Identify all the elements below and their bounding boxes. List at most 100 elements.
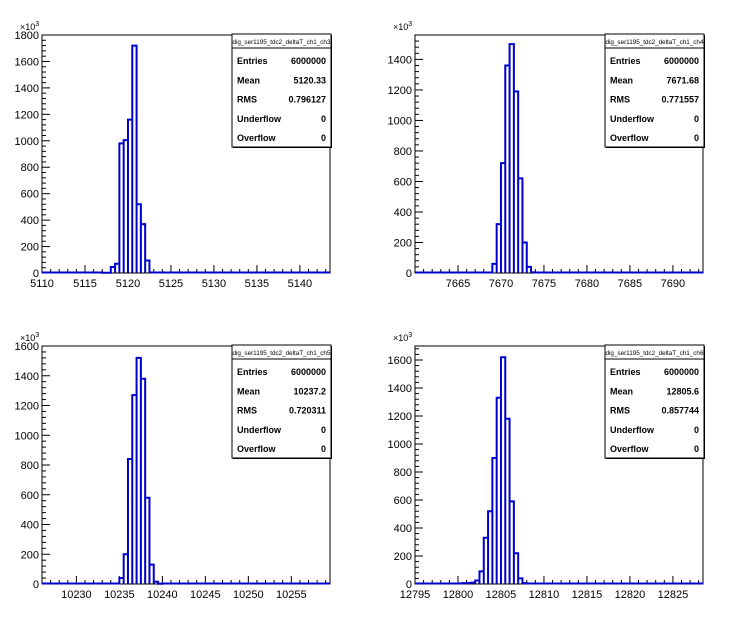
stats-value: 0 xyxy=(694,114,699,124)
stats-value: 0 xyxy=(694,425,699,435)
histogram-line xyxy=(415,356,703,585)
y-tick-label: 400 xyxy=(394,523,412,535)
stats-label: Mean xyxy=(237,386,260,396)
y-tick-label: 1600 xyxy=(388,355,412,367)
y-tick-label: 800 xyxy=(394,146,412,158)
x-tick-label: 7675 xyxy=(532,278,556,290)
y-tick-label: 1600 xyxy=(15,341,39,353)
x-tick-label: 12825 xyxy=(658,589,689,601)
x-tick-label: 7680 xyxy=(575,278,599,290)
histogram-line xyxy=(42,44,330,274)
stats-label: Underflow xyxy=(237,114,282,124)
stats-label: RMS xyxy=(610,406,630,416)
stats-label: Mean xyxy=(610,75,633,85)
y-tick-label: 600 xyxy=(21,490,39,502)
histogram-panel-1: 0 200 400 600 800 1000 1200 1400 1600 1800×103 511… xyxy=(15,21,332,290)
y-tick-label: 1400 xyxy=(388,383,412,395)
histogram-panel-4: 0 200 400 600 800 1000 1200 1400 1600 ×103 12795 12… xyxy=(388,332,705,601)
y-tick-label: 0 xyxy=(406,579,412,591)
x-tick-label: 12805 xyxy=(486,589,517,601)
stats-value: 0.796127 xyxy=(288,95,326,105)
stats-label: Mean xyxy=(237,75,260,85)
y-exponent-label: ×103 xyxy=(20,332,39,343)
x-tick-label: 5115 xyxy=(73,278,97,290)
stats-label: Entries xyxy=(237,56,268,66)
y-tick-label: 800 xyxy=(21,162,39,174)
stats-label: Mean xyxy=(610,386,633,396)
stats-value: 0 xyxy=(694,444,699,454)
histogram-panel-2: 0 200 400 600 800 1000 1200 1400 ×103 7665 7670 767… xyxy=(388,21,705,290)
stats-label: Entries xyxy=(610,56,641,66)
y-tick-label: 1400 xyxy=(388,54,412,66)
x-tick-label: 10235 xyxy=(104,589,135,601)
stats-title: dig_ser1195_tdc2_deltaT_ch1_ch6 xyxy=(606,350,704,357)
stats-value: 6000000 xyxy=(664,56,699,66)
stats-value: 6000000 xyxy=(664,367,699,377)
stats-label: RMS xyxy=(610,95,630,105)
y-tick-label: 1400 xyxy=(15,371,39,383)
stats-value: 0.720311 xyxy=(289,406,326,416)
stats-value: 0 xyxy=(321,133,326,143)
x-tick-label: 5130 xyxy=(202,278,226,290)
x-tick-label: 12800 xyxy=(443,589,474,601)
stats-value: 10237.2 xyxy=(293,386,326,396)
stats-label: Overflow xyxy=(610,444,650,454)
y-tick-label: 1200 xyxy=(388,85,412,97)
y-exponent-power: 3 xyxy=(35,21,39,28)
x-tick-label: 10240 xyxy=(147,589,178,601)
y-tick-label: 800 xyxy=(21,460,39,472)
y-exponent-power: 3 xyxy=(35,332,39,339)
y-tick-label: 400 xyxy=(21,215,39,227)
stats-value: 0 xyxy=(321,114,326,124)
histogram-line xyxy=(42,356,330,585)
y-tick-label: 1600 xyxy=(15,56,39,68)
x-tick-label: 10250 xyxy=(233,589,264,601)
x-tick-label: 12820 xyxy=(615,589,646,601)
stats-label: RMS xyxy=(237,406,257,416)
x-tick-label: 7665 xyxy=(446,278,470,290)
x-tick-label: 5125 xyxy=(159,278,183,290)
stats-value: 6000000 xyxy=(291,56,326,66)
y-tick-label: 1200 xyxy=(15,401,39,413)
x-tick-label: 12815 xyxy=(572,589,603,601)
x-tick-label: 12795 xyxy=(400,589,431,601)
y-exponent-power: 3 xyxy=(408,21,412,28)
stats-box-frame xyxy=(604,344,705,459)
y-tick-label: 200 xyxy=(21,549,39,561)
y-tick-label: 0 xyxy=(33,579,39,591)
y-tick-label: 1000 xyxy=(388,439,412,451)
stats-value: 5120.33 xyxy=(293,75,326,85)
y-tick-label: 1800 xyxy=(15,30,39,42)
x-tick-label: 10230 xyxy=(61,589,92,601)
stats-value: 0.771557 xyxy=(661,95,699,105)
stats-box: dig_ser1195_tdc2_deltaT_ch1_ch3 Entries 60… xyxy=(231,33,332,148)
stats-box: dig_ser1195_tdc2_deltaT_ch1_ch4 Entries 60… xyxy=(604,33,705,148)
x-tick-label: 7670 xyxy=(489,278,513,290)
stats-box-frame xyxy=(604,33,705,148)
x-tick-label: 7685 xyxy=(618,278,642,290)
stats-value: 0 xyxy=(321,425,326,435)
stats-label: Underflow xyxy=(610,114,655,124)
y-exponent-label: ×103 xyxy=(20,21,39,32)
stats-title: dig_ser1195_tdc2_deltaT_ch1_ch3 xyxy=(233,39,331,46)
stats-label: Overflow xyxy=(237,444,277,454)
y-tick-label: 200 xyxy=(394,551,412,563)
stats-label: RMS xyxy=(237,95,257,105)
y-exponent-power: 3 xyxy=(408,332,412,339)
stats-value: 7671.68 xyxy=(666,75,699,85)
y-tick-label: 0 xyxy=(33,268,39,280)
stats-title: dig_ser1195_tdc2_deltaT_ch1_ch4 xyxy=(606,39,704,46)
y-tick-label: 1400 xyxy=(15,83,39,95)
y-tick-label: 800 xyxy=(394,467,412,479)
x-tick-label: 7690 xyxy=(661,278,685,290)
y-tick-label: 600 xyxy=(21,189,39,201)
stats-label: Entries xyxy=(237,367,268,377)
y-tick-label: 400 xyxy=(394,207,412,219)
y-tick-label: 200 xyxy=(21,242,39,254)
x-tick-label: 12810 xyxy=(529,589,560,601)
x-tick-label: 10245 xyxy=(190,589,221,601)
x-tick-label: 5110 xyxy=(30,278,54,290)
x-tick-label: 5120 xyxy=(116,278,140,290)
